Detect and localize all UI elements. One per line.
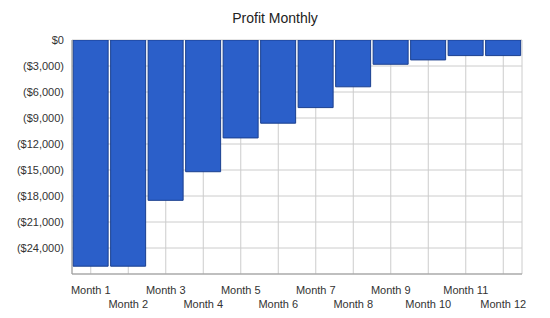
svg-text:Month 4: Month 4	[183, 298, 223, 310]
svg-text:($21,000): ($21,000)	[17, 216, 64, 228]
svg-text:Month 3: Month 3	[146, 284, 186, 296]
svg-text:Month 6: Month 6	[258, 298, 298, 310]
svg-text:($3,000): ($3,000)	[23, 60, 64, 72]
svg-text:($6,000): ($6,000)	[23, 86, 64, 98]
svg-text:Month 10: Month 10	[405, 298, 451, 310]
svg-text:($18,000): ($18,000)	[17, 190, 64, 202]
svg-text:Month 1: Month 1	[71, 284, 111, 296]
svg-text:($9,000): ($9,000)	[23, 112, 64, 124]
svg-text:Month 5: Month 5	[221, 284, 261, 296]
svg-text:Month 8: Month 8	[333, 298, 373, 310]
svg-text:($12,000): ($12,000)	[17, 138, 64, 150]
svg-text:$0: $0	[52, 34, 64, 46]
svg-text:Month 11: Month 11	[443, 284, 488, 296]
svg-text:Month 2: Month 2	[108, 298, 148, 310]
svg-text:($24,000): ($24,000)	[17, 242, 64, 254]
svg-text:Month 9: Month 9	[371, 284, 411, 296]
svg-text:Month 7: Month 7	[296, 284, 336, 296]
svg-text:($15,000): ($15,000)	[17, 164, 64, 176]
html-text:Profit Monthly: Profit Monthly	[232, 10, 318, 26]
svg-text:Month 12: Month 12	[480, 298, 526, 310]
